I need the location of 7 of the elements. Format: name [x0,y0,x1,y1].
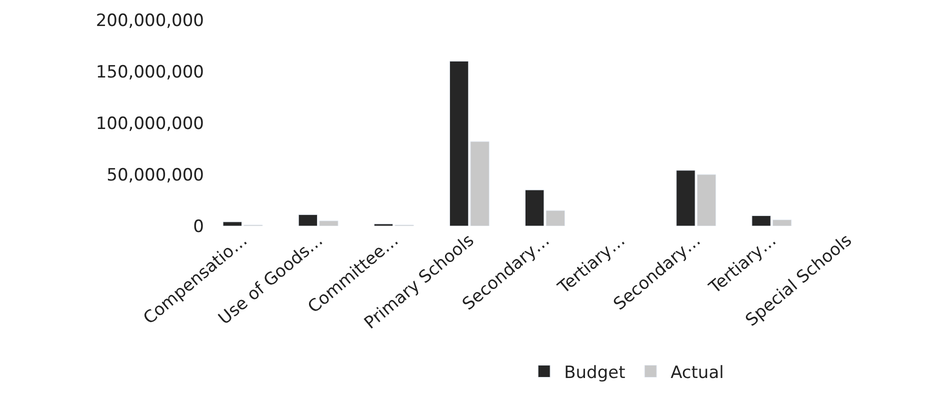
y-tick-label: 0 [193,216,204,237]
legend-label: Budget [564,362,626,383]
y-tick-label: 50,000,000 [106,165,204,186]
y-tick-label: 200,000,000 [96,10,204,31]
legend-label: Actual [670,362,724,383]
y-tick-label: 100,000,000 [96,114,204,134]
y-tick-label: 150,000,000 [96,62,204,82]
